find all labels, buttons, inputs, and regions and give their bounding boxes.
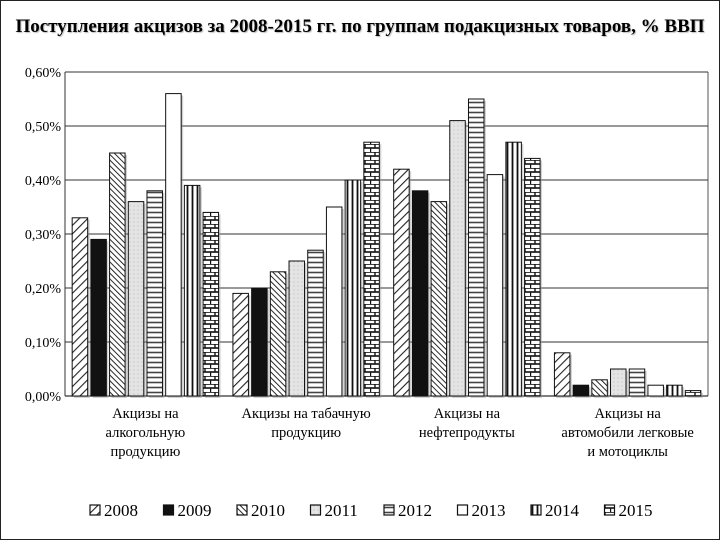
- bar-2012-cat3: [467, 98, 485, 397]
- bar-2011-cat2: [288, 260, 306, 397]
- bar-2011-cat1: [127, 201, 145, 397]
- bar-2012-cat2: [307, 249, 324, 397]
- bar-2014-cat1: [183, 184, 201, 397]
- legend-label-2013: 2013: [472, 501, 506, 520]
- bar-2011-cat3: [449, 120, 466, 397]
- legend-swatch-2012: [383, 504, 395, 516]
- bar-2010-cat1: [109, 152, 126, 397]
- legend-label-2012: 2012: [398, 501, 432, 520]
- x-category-label: алкогольную: [106, 425, 186, 441]
- bar-2009-cat2: [251, 287, 268, 397]
- bar-2010-cat4: [591, 379, 608, 397]
- bar-2015-cat3: [524, 157, 541, 397]
- bar-2009-cat4: [572, 384, 590, 397]
- legend-swatch-2014: [530, 504, 542, 516]
- legend-swatch-2011: [309, 504, 322, 516]
- y-tick-label: 0,60%: [25, 66, 62, 81]
- x-category-label: продукцию: [271, 425, 341, 441]
- bar-2012-cat1: [146, 190, 163, 397]
- y-tick-label: 0,20%: [25, 282, 62, 297]
- legend-label-2008: 2008: [104, 501, 138, 520]
- y-tick-label: 0,00%: [25, 390, 62, 405]
- x-category-label: автомобили легковые: [561, 425, 693, 441]
- y-tick-label: 0,30%: [25, 228, 62, 243]
- x-category-label: Акцизы на: [434, 406, 501, 422]
- bar-2015-cat2: [363, 141, 380, 397]
- bar-2009-cat1: [90, 238, 107, 397]
- legend-label-2009: 2009: [178, 501, 212, 520]
- legend-swatch-2015: [603, 504, 616, 516]
- bar-2008-cat1: [71, 217, 89, 397]
- chart-title: Поступления акцизов за 2008-2015 гг. по …: [15, 16, 705, 37]
- bar-2010-cat3: [430, 201, 448, 397]
- bar-2011-cat4: [610, 368, 627, 397]
- bar-2015-cat1: [202, 211, 220, 397]
- bar-2009-cat3: [411, 190, 429, 397]
- bar-2012-cat4: [628, 368, 646, 397]
- x-category-label: нефтепродукты: [419, 425, 515, 441]
- legend-swatch-2009: [162, 504, 175, 516]
- legend-label-2011: 2011: [325, 501, 358, 520]
- bar-2013-cat3: [486, 174, 504, 397]
- bar-2015-cat4: [684, 390, 702, 397]
- x-category-label: продукцию: [110, 444, 180, 460]
- bar-2008-cat3: [393, 168, 410, 397]
- x-category-label: и мотоциклы: [587, 444, 668, 460]
- y-tick-label: 0,10%: [25, 336, 62, 351]
- bar-2014-cat4: [666, 384, 683, 397]
- bar-2014-cat3: [505, 141, 522, 397]
- bar-2014-cat2: [344, 179, 362, 397]
- bar-2010-cat2: [269, 271, 287, 397]
- bar-2013-cat4: [647, 384, 664, 397]
- bar-2013-cat1: [165, 93, 182, 397]
- legend-label-2014: 2014: [545, 501, 580, 520]
- bar-2008-cat4: [553, 352, 571, 397]
- legend-swatch-2010: [236, 504, 248, 516]
- y-tick-label: 0,40%: [25, 174, 62, 189]
- x-category-label: Акцизы на: [594, 406, 661, 422]
- x-category-label: Акцизы на табачную: [241, 406, 370, 422]
- legend-label-2010: 2010: [251, 501, 285, 520]
- legend-label-2015: 2015: [619, 501, 653, 520]
- legend-swatch-2008: [89, 504, 101, 516]
- bar-2013-cat2: [325, 206, 343, 397]
- legend-swatch-2013: [456, 504, 469, 516]
- y-tick-label: 0,50%: [25, 120, 62, 135]
- bar-2008-cat2: [232, 292, 249, 397]
- x-category-label: Акцизы на: [112, 406, 179, 422]
